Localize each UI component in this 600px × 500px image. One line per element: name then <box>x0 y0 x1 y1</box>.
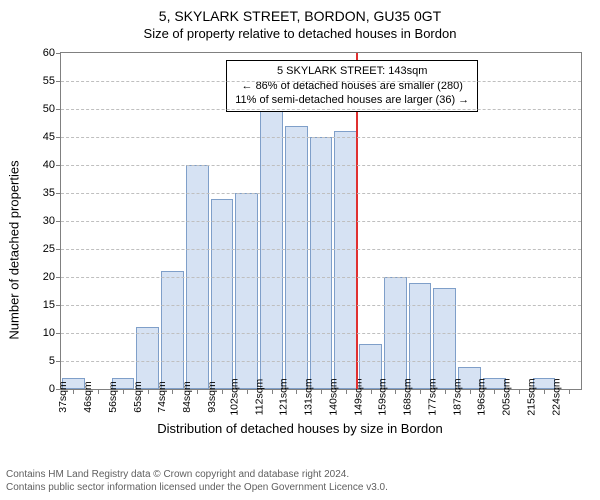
x-tick-label: 149sqm <box>352 378 364 415</box>
chart-plot: 37sqm46sqm56sqm65sqm74sqm84sqm93sqm102sq… <box>60 52 582 390</box>
x-tick-label: 215sqm <box>525 378 537 415</box>
x-tick-mark <box>296 389 297 394</box>
histogram-bar <box>136 327 159 389</box>
x-tick-mark <box>519 389 520 394</box>
y-gridline <box>61 193 581 194</box>
footer-line-1: Contains HM Land Registry data © Crown c… <box>6 468 388 481</box>
x-tick-mark <box>544 389 545 394</box>
y-tick-label: 5 <box>49 355 55 367</box>
x-tick-label: 121sqm <box>278 378 290 415</box>
y-tick-mark <box>56 249 61 250</box>
x-tick-label: 224sqm <box>550 378 562 415</box>
y-tick-label: 35 <box>43 187 55 199</box>
x-tick-mark <box>395 389 396 394</box>
x-tick-mark <box>445 389 446 394</box>
x-tick-label: 84sqm <box>181 381 193 413</box>
y-tick-label: 40 <box>43 159 55 171</box>
y-gridline <box>61 277 581 278</box>
y-tick-label: 20 <box>43 271 55 283</box>
y-tick-mark <box>56 333 61 334</box>
y-tick-label: 45 <box>43 131 55 143</box>
x-axis-label: Distribution of detached houses by size … <box>0 421 600 436</box>
y-tick-mark <box>56 361 61 362</box>
x-tick-mark <box>346 389 347 394</box>
x-tick-mark <box>172 389 173 394</box>
y-tick-mark <box>56 305 61 306</box>
x-tick-label: 74sqm <box>157 381 169 413</box>
x-tick-label: 131sqm <box>302 378 314 415</box>
x-tick-mark <box>123 389 124 394</box>
x-tick-mark <box>98 389 99 394</box>
y-axis-label: Number of detached properties <box>7 71 22 250</box>
y-tick-mark <box>56 165 61 166</box>
y-tick-label: 60 <box>43 47 55 59</box>
x-tick-mark <box>197 389 198 394</box>
histogram-bar <box>161 271 184 389</box>
x-tick-label: 187sqm <box>451 378 463 415</box>
y-gridline <box>61 81 581 82</box>
x-tick-label: 56sqm <box>107 381 119 413</box>
x-tick-label: 205sqm <box>500 378 512 415</box>
y-gridline <box>61 221 581 222</box>
x-tick-mark <box>494 389 495 394</box>
x-tick-mark <box>420 389 421 394</box>
y-tick-mark <box>56 81 61 82</box>
x-tick-mark <box>148 389 149 394</box>
x-tick-label: 46sqm <box>82 381 94 413</box>
y-tick-label: 15 <box>43 299 55 311</box>
x-tick-label: 159sqm <box>377 378 389 415</box>
x-tick-mark <box>222 389 223 394</box>
footer-line-2: Contains public sector information licen… <box>6 481 388 494</box>
y-tick-mark <box>56 277 61 278</box>
x-tick-mark <box>371 389 372 394</box>
y-tick-label: 50 <box>43 103 55 115</box>
x-tick-label: 196sqm <box>476 378 488 415</box>
x-tick-label: 112sqm <box>253 379 265 416</box>
x-tick-mark <box>73 389 74 394</box>
x-tick-mark <box>272 389 273 394</box>
chart-title-subtitle: Size of property relative to detached ho… <box>0 24 600 45</box>
x-tick-label: 140sqm <box>327 378 339 415</box>
footer-attribution: Contains HM Land Registry data © Crown c… <box>6 468 388 494</box>
y-tick-label: 10 <box>43 327 55 339</box>
y-tick-mark <box>56 53 61 54</box>
x-tick-mark <box>321 389 322 394</box>
x-tick-mark <box>569 389 570 394</box>
x-tick-label: 102sqm <box>228 378 240 415</box>
annotation-line: 5 SKYLARK STREET: 143sqm <box>235 64 469 79</box>
y-gridline <box>61 165 581 166</box>
x-tick-mark <box>247 389 248 394</box>
y-tick-label: 25 <box>43 243 55 255</box>
chart-title-address: 5, SKYLARK STREET, BORDON, GU35 0GT <box>0 0 600 24</box>
y-gridline <box>61 249 581 250</box>
x-tick-label: 65sqm <box>132 381 144 413</box>
y-gridline <box>61 305 581 306</box>
x-tick-mark <box>470 389 471 394</box>
x-tick-label: 177sqm <box>426 378 438 415</box>
y-tick-mark <box>56 193 61 194</box>
y-tick-mark <box>56 109 61 110</box>
histogram-bar <box>235 193 258 389</box>
x-tick-label: 37sqm <box>58 381 70 413</box>
x-tick-label: 168sqm <box>401 378 413 415</box>
y-tick-label: 30 <box>43 215 55 227</box>
y-gridline <box>61 333 581 334</box>
y-tick-label: 55 <box>43 75 55 87</box>
histogram-bar <box>409 283 432 389</box>
y-gridline <box>61 361 581 362</box>
y-gridline <box>61 137 581 138</box>
y-gridline <box>61 109 581 110</box>
y-tick-mark <box>56 137 61 138</box>
histogram-bar <box>334 131 357 389</box>
y-tick-mark <box>56 389 61 390</box>
histogram-bar <box>433 288 456 389</box>
histogram-bar <box>310 137 333 389</box>
y-tick-label: 0 <box>49 383 55 395</box>
y-tick-mark <box>56 221 61 222</box>
annotation-callout: 5 SKYLARK STREET: 143sqm← 86% of detache… <box>226 60 478 113</box>
x-tick-label: 93sqm <box>206 381 218 413</box>
annotation-line: 11% of semi-detached houses are larger (… <box>235 93 469 108</box>
